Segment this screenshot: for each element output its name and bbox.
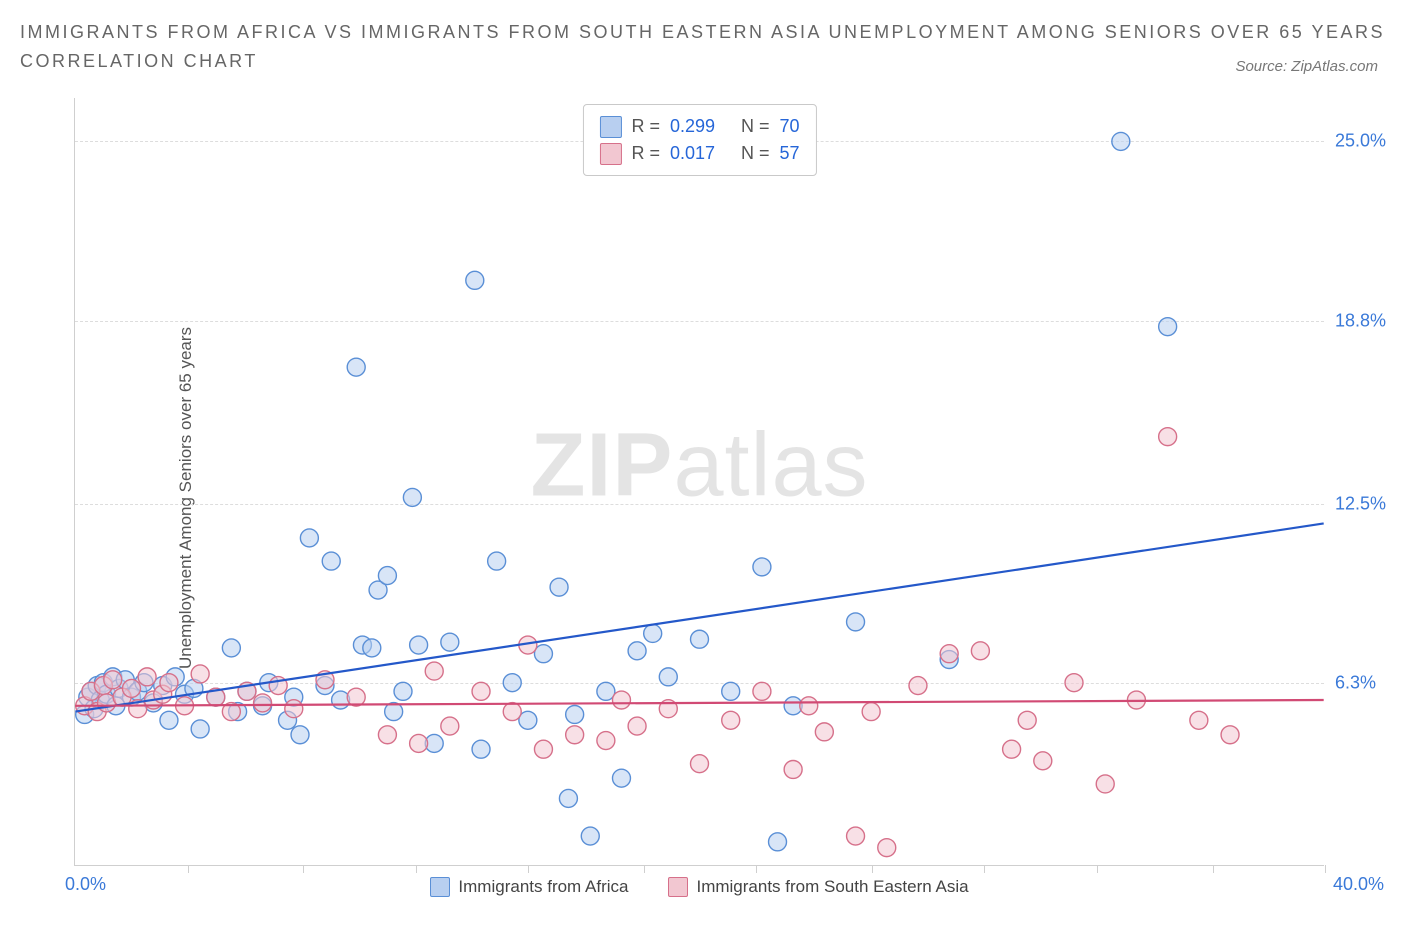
y-tick-label: 12.5% [1335, 493, 1386, 514]
stats-row-series-1: R = 0.299 N = 70 [599, 113, 799, 140]
chart-title-line2: CORRELATION CHART [20, 47, 1386, 76]
n-value-series-1: 70 [780, 113, 800, 140]
r-label: R = [631, 140, 660, 167]
r-label: R = [631, 113, 660, 140]
title-block: IMMIGRANTS FROM AFRICA VS IMMIGRANTS FRO… [0, 0, 1406, 86]
n-label: N = [741, 140, 770, 167]
x-axis-max-label: 40.0% [1333, 874, 1384, 895]
swatch-series-1 [599, 116, 621, 138]
source-attribution: Source: ZipAtlas.com [1235, 58, 1378, 75]
legend-label-2: Immigrants from South Eastern Asia [696, 877, 968, 897]
legend-swatch-2 [668, 877, 688, 897]
legend-label-1: Immigrants from Africa [458, 877, 628, 897]
legend-item-1: Immigrants from Africa [430, 877, 628, 897]
legend-item-2: Immigrants from South Eastern Asia [668, 877, 968, 897]
bottom-legend: Immigrants from Africa Immigrants from S… [75, 877, 1324, 897]
y-tick-label: 18.8% [1335, 311, 1386, 332]
stats-row-series-2: R = 0.017 N = 57 [599, 140, 799, 167]
n-value-series-2: 57 [780, 140, 800, 167]
stats-legend-box: R = 0.299 N = 70 R = 0.017 N = 57 [582, 104, 816, 176]
plot-svg [75, 98, 1324, 865]
y-tick-label: 25.0% [1335, 131, 1386, 152]
chart-container: Unemployment Among Seniors over 65 years… [20, 98, 1386, 898]
r-value-series-1: 0.299 [670, 113, 715, 140]
chart-title-line1: IMMIGRANTS FROM AFRICA VS IMMIGRANTS FRO… [20, 18, 1386, 47]
y-tick-label: 6.3% [1335, 673, 1376, 694]
legend-swatch-1 [430, 877, 450, 897]
n-label: N = [741, 113, 770, 140]
swatch-series-2 [599, 143, 621, 165]
plot-area: ZIPatlas R = 0.299 N = 70 R = 0.017 N = … [74, 98, 1324, 866]
r-value-series-2: 0.017 [670, 140, 715, 167]
